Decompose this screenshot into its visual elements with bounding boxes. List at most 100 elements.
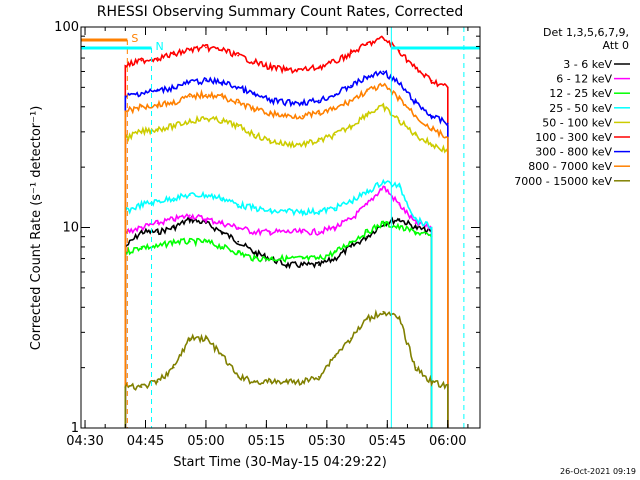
data-point [205,117,207,120]
data-point [269,66,272,69]
data-point [237,86,240,89]
data-point [253,207,256,209]
data-point [301,257,304,260]
data-point [398,203,401,206]
data-point [188,214,191,217]
data-point [205,93,207,96]
data-point [350,337,352,340]
data-point [156,246,159,248]
data-point [237,54,240,57]
legend-label: 100 - 300 keV [535,131,612,144]
data-point [188,120,191,122]
data-point [317,112,320,115]
data-point [414,366,417,369]
data-point [269,210,272,213]
x-tick-label: 05:30 [308,434,345,449]
data-point [350,99,352,102]
data-point [237,240,240,243]
data-point [334,354,336,357]
data-point [382,105,385,108]
data-point [253,133,256,136]
data-point [140,91,143,94]
data-point [140,246,143,248]
data-point [221,222,223,225]
x-axis-ticks: 04:30 04:45 05:00 05:15 05:30 05:45 06:00 [66,27,469,449]
data-point [237,375,240,378]
data-point [172,86,175,89]
data-point [285,257,288,260]
data-point [140,231,143,233]
data-point [334,207,336,209]
data-point [366,231,369,233]
series-2 [124,220,433,428]
data-point [253,380,256,383]
data-point [285,380,288,383]
data-point [253,251,256,254]
data-point [382,185,385,188]
data-point [124,110,127,113]
x-tick-label: 06:00 [429,434,466,449]
data-point [430,115,433,117]
data-point [205,218,207,221]
data-point [334,93,336,96]
data-point [156,90,159,92]
data-point [350,84,352,87]
data-point [301,380,304,383]
data-point [414,67,417,70]
data-point [446,122,449,125]
data-point [172,53,175,56]
data-point [237,251,240,254]
data-point [124,386,127,388]
legend-label: 800 - 7000 keV [528,160,612,173]
series-3 [124,178,433,428]
data-point [414,133,417,136]
legend-header-attenuator: Att 0 [603,39,629,52]
series-line [124,185,433,428]
series-line [124,215,433,428]
data-point [285,143,288,146]
data-point [301,210,304,213]
legend-label: 6 - 12 keV [556,73,612,86]
data-point [350,246,352,248]
data-point [334,133,336,136]
data-point [446,86,449,89]
data-point [221,48,223,51]
legend: Det 1,3,5,6,7,9, Att 0 3 - 6 keV 6 - 12 k… [514,26,630,188]
data-point [269,99,272,102]
y-tick-label: 10 [62,221,79,236]
data-point [140,130,143,133]
y-tick-label: 100 [54,20,79,35]
data-point [172,197,175,200]
data-point [156,222,159,225]
data-point [172,366,175,369]
data-point [350,200,352,203]
data-point [237,125,240,128]
data-point [156,103,159,106]
data-point [172,218,175,221]
data-point [140,59,143,62]
data-point [205,46,207,49]
data-point [124,95,127,98]
data-point [269,112,272,115]
data-point [334,226,336,229]
data-point [382,222,385,225]
data-point [301,231,304,233]
marker-label: S [131,32,138,45]
data-point [156,57,159,59]
data-point [205,79,207,82]
data-point [414,231,417,233]
data-point [237,101,240,104]
data-point [301,101,304,104]
data-point [205,337,207,340]
data-point [156,200,159,203]
data-point [430,79,433,82]
data-point [366,203,369,206]
data-point [237,226,240,229]
legend-label: 50 - 100 keV [542,116,612,129]
data-point [221,354,223,357]
data-point [430,380,433,383]
data-point [301,143,304,146]
series-7 [124,82,449,428]
data-point [398,185,401,188]
